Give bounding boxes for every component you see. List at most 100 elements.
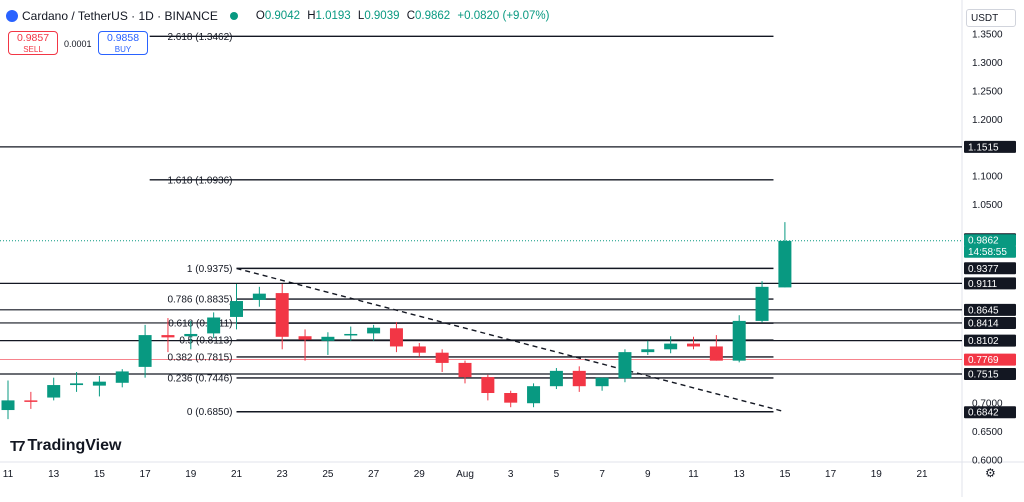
axis-price-tag-label: 14:58:55 (968, 247, 1007, 258)
ada-logo-icon (6, 10, 18, 22)
candle-body (709, 346, 723, 361)
candle-body (92, 381, 106, 386)
symbol-title[interactable]: Cardano / TetherUS · 1D · BINANCE (22, 9, 218, 23)
fib-level-label: 0.618 (0.8411) (168, 319, 232, 330)
date-tick-label: 29 (414, 469, 426, 480)
low-value: 0.9039 (364, 10, 400, 22)
candle-body (755, 286, 769, 321)
date-tick-label: 13 (734, 469, 746, 480)
settings-gear-icon[interactable]: ⚙ (985, 466, 996, 480)
candle-body (1, 400, 15, 411)
currency-select[interactable]: USDT (966, 9, 1016, 27)
price-tick-label: 1.2000 (972, 115, 1003, 126)
axis-price-tag-label: 0.9377 (968, 264, 999, 275)
candle-body (412, 346, 426, 353)
axis-price-tag (964, 303, 1016, 316)
fib-level-label: 1 (0.9375) (187, 264, 233, 275)
buy-button[interactable]: 0.9858 BUY (98, 31, 148, 55)
fib-level-label: 0 (0.6850) (187, 407, 233, 418)
axis-price-tag (964, 334, 1016, 347)
date-tick-label: 11 (688, 469, 699, 480)
candle-body (367, 327, 381, 334)
change-value: +0.0820 (+9.07%) (457, 10, 550, 22)
candle-body (458, 362, 472, 378)
candle-body (24, 400, 38, 402)
axis-price-tag-label: 0.9862 (968, 236, 999, 247)
candle-body (778, 240, 792, 288)
high-value: 1.0193 (315, 10, 351, 22)
candle-body (435, 352, 449, 363)
fib-level-label: 0.236 (0.7446) (167, 373, 232, 384)
axis-price-tag-label: 0.7515 (968, 369, 999, 380)
candle-body (321, 336, 335, 341)
date-tick-label: 3 (508, 469, 514, 480)
date-tick-label: 17 (825, 469, 837, 480)
date-tick-label: 23 (277, 469, 289, 480)
fib-level-label: 0.786 (0.8835) (167, 295, 232, 306)
spread-value: 0.0001 (64, 39, 92, 49)
fib-level-label: 2.618 (1.3462) (167, 32, 232, 43)
price-tick-label: 0.6000 (972, 456, 1003, 467)
candle-body (389, 328, 403, 347)
chart-header: Cardano / TetherUS · 1D · BINANCE O0.904… (6, 9, 553, 23)
candle-body (230, 301, 243, 317)
candle-body (184, 333, 198, 337)
price-tick-label: 1.3000 (972, 58, 1003, 69)
date-tick-label: 9 (645, 469, 651, 480)
date-tick-label: 7 (599, 469, 605, 480)
market-open-icon (229, 12, 238, 20)
axis-price-tag (964, 262, 1016, 275)
fib-level-label: 1.618 (1.0936) (167, 175, 232, 186)
price-tick-label: 1.0500 (972, 200, 1003, 211)
date-tick-label: 15 (779, 469, 791, 480)
axis-price-tag (964, 353, 1016, 366)
axis-price-tag (964, 277, 1016, 290)
axis-price-tag-label: 1.1515 (968, 142, 999, 153)
date-tick-label: 19 (871, 469, 883, 480)
date-tick-label: 5 (554, 469, 560, 480)
candle-body (207, 317, 221, 334)
candle-body (481, 377, 495, 394)
sell-button[interactable]: 0.9857 SELL (8, 31, 58, 55)
date-tick-label: 15 (94, 469, 106, 480)
axis-price-tag-label: 0.8414 (968, 318, 999, 329)
candle-body (641, 349, 655, 353)
open-value: 0.9042 (264, 10, 300, 22)
price-tick-label: 1.2500 (972, 86, 1003, 97)
axis-price-tag-label: 0.9111 (968, 279, 998, 290)
candle-body (618, 352, 632, 379)
price-tick-label: 1.1000 (972, 172, 1003, 183)
axis-price-tag-label: 0.8102 (968, 336, 999, 347)
axis-price-tag (964, 316, 1016, 329)
axis-price-tag (964, 406, 1016, 419)
candle-body (161, 335, 175, 338)
candle-body (70, 383, 84, 386)
candle-body (252, 293, 266, 300)
candle-body (138, 335, 152, 367)
date-tick-label: 17 (140, 469, 152, 480)
candle-body (687, 343, 700, 347)
date-tick-label: Aug (456, 469, 474, 480)
buy-label: BUY (114, 45, 132, 54)
candle-body (527, 386, 541, 404)
price-tick-label: 0.7000 (972, 399, 1003, 410)
axis-price-tag (964, 245, 1016, 258)
candle-body (344, 333, 358, 336)
candle-body (572, 370, 586, 387)
axis-price-tag-label: 0.7769 (968, 355, 999, 366)
tradingview-mark-icon: T7 (10, 437, 25, 455)
tradingview-wordmark: TradingView (27, 437, 122, 454)
candle-body (47, 385, 61, 398)
date-tick-label: 11 (3, 469, 14, 480)
date-tick-label: 13 (48, 469, 60, 480)
date-tick-label: 21 (916, 469, 928, 480)
sell-price: 0.9857 (16, 32, 50, 44)
date-tick-label: 21 (231, 469, 243, 480)
fib-level-label: 0.382 (0.7815) (167, 352, 232, 363)
ohlc-readout: O0.9042 H1.0193 L0.9039 C0.9862 +0.0820 … (255, 10, 550, 22)
date-tick-label: 25 (322, 469, 334, 480)
candle-body (549, 370, 563, 387)
tradingview-logo: T7 TradingView (10, 437, 121, 455)
